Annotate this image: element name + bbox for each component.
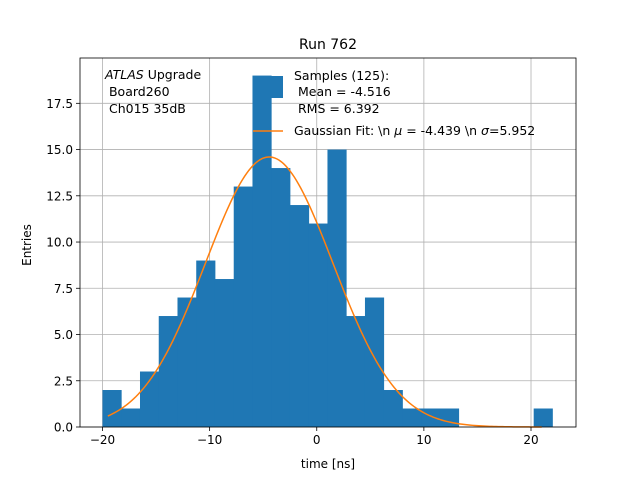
histogram-bar xyxy=(196,260,216,427)
histogram-bar xyxy=(139,371,160,427)
legend-fit-label: Gaussian Fit: \n μ = -4.439 \n σ=5.952 xyxy=(294,123,535,138)
legend: Samples (125): Mean = -4.516 RMS = 6.392… xyxy=(253,68,535,138)
histogram-bar xyxy=(402,408,422,427)
histogram-bar xyxy=(214,279,235,427)
legend-fit-text-part: Gaussian Fit: \n xyxy=(294,123,394,138)
plot-frame xyxy=(79,57,577,428)
histogram-bar xyxy=(177,297,197,427)
y-axis-label: Entries xyxy=(20,224,34,266)
histogram-bar xyxy=(289,205,310,427)
histogram-bar xyxy=(327,149,347,427)
legend-fit-text-part: σ xyxy=(481,123,490,138)
chart-title: Run 762 xyxy=(299,37,357,53)
legend-hist-swatch xyxy=(253,76,283,98)
histogram-bar xyxy=(439,408,460,427)
y-tick-label: 0.0 xyxy=(54,421,73,435)
histogram-bar xyxy=(421,408,441,427)
y-tick-label: 10.0 xyxy=(46,236,73,250)
y-tick-label: 2.5 xyxy=(54,374,73,388)
histogram-bar xyxy=(252,75,272,428)
legend-fit-text-part: =5.952 xyxy=(489,123,535,138)
atlas-label: ATLAS xyxy=(104,67,144,82)
histogram-bar xyxy=(158,316,178,427)
upgrade-label: Upgrade xyxy=(144,67,202,82)
board-label: Board260 xyxy=(105,84,170,99)
y-tick-label: 7.5 xyxy=(54,282,73,296)
histogram-bar xyxy=(271,168,291,428)
histogram-bar xyxy=(233,186,253,427)
legend-fit-text-part: μ xyxy=(393,123,402,138)
x-tick-label: 0 xyxy=(313,433,321,447)
histogram-bar xyxy=(364,297,385,427)
y-tick-label: 5.0 xyxy=(54,328,73,342)
y-tick-label: 15.0 xyxy=(46,143,73,157)
x-axis-label: time [ns] xyxy=(301,457,355,471)
legend-hist-rms: RMS = 6.392 xyxy=(294,101,380,116)
fit-line xyxy=(107,156,542,428)
histogram-bar xyxy=(102,390,122,427)
histogram-bars xyxy=(102,75,553,428)
histogram-bar xyxy=(121,408,141,427)
axis-ticks: −20 −10 0 10 20 0.0 2.5 5.0 7.5 10.0 12.5 15.0 17.5 xyxy=(46,97,538,447)
svg-text:ATLAS Upgrade: ATLAS Upgrade xyxy=(104,67,201,82)
histogram-bar xyxy=(346,316,366,427)
y-tick-label: 17.5 xyxy=(46,97,73,111)
x-tick-label: −20 xyxy=(90,433,115,447)
histogram-bar xyxy=(308,223,328,427)
histogram-bar xyxy=(383,390,403,427)
legend-fit-text-part: = -4.439 \n xyxy=(402,123,481,138)
gaussian-fit-curve xyxy=(107,156,542,428)
histogram-bar xyxy=(533,408,553,427)
x-tick-label: 10 xyxy=(416,433,431,447)
atlas-annotation: ATLAS Upgrade Board260 Ch015 35dB xyxy=(104,67,201,116)
channel-label: Ch015 35dB xyxy=(105,101,186,116)
x-tick-label: −10 xyxy=(197,433,222,447)
legend-fit-text: Gaussian Fit: \n μ = -4.439 \n σ=5.952 xyxy=(294,123,535,138)
legend-hist-label: Samples (125): xyxy=(294,68,389,83)
x-tick-label: 20 xyxy=(523,433,538,447)
legend-hist-mean: Mean = -4.516 xyxy=(294,84,391,99)
y-tick-label: 12.5 xyxy=(46,189,73,203)
